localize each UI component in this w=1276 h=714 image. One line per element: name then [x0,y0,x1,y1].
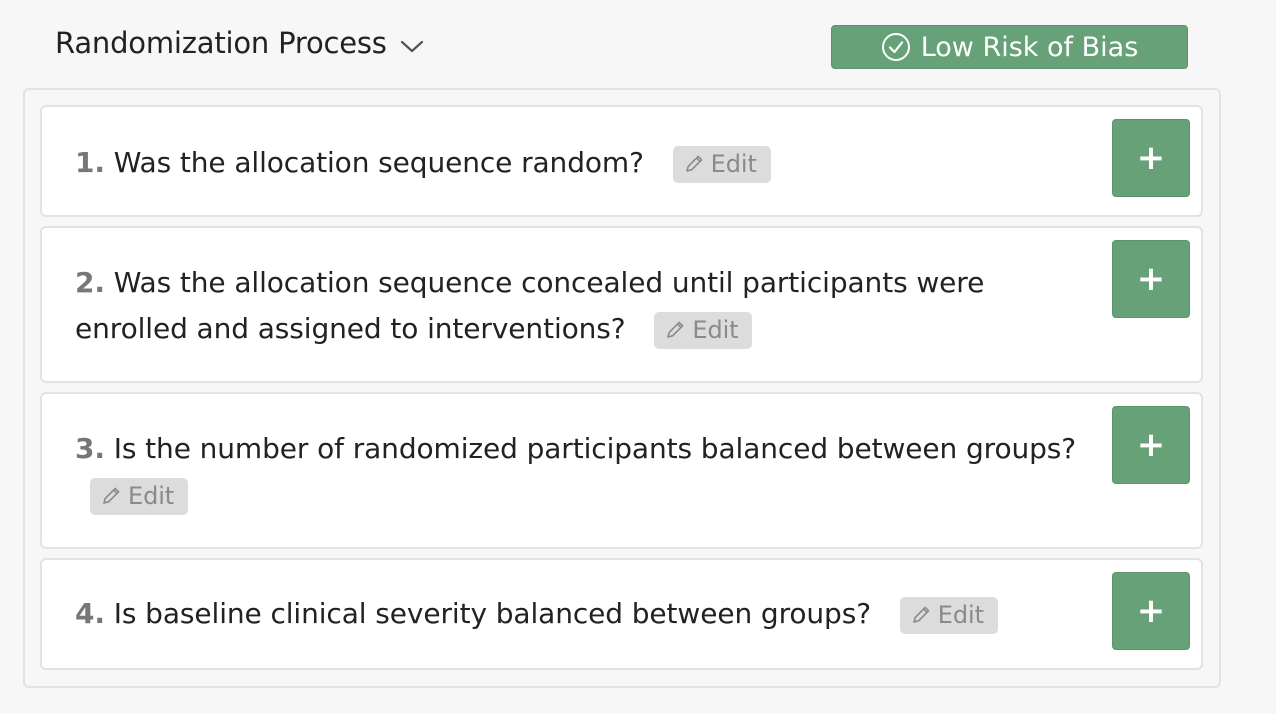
pencil-icon [103,487,120,504]
question-card-4: 4. Is baseline clinical severity balance… [40,558,1203,670]
badge-label: Low Risk of Bias [920,31,1139,63]
question-label: Is baseline clinical severity balanced b… [113,597,871,630]
plus-icon: + [1136,259,1166,299]
question-label-line2: enrolled and assigned to interventions? [75,312,626,345]
question-text-4: 4. Is baseline clinical severity balance… [75,591,998,637]
question-card-1: 1. Was the allocation sequence random? E… [40,105,1203,217]
section-title-toggle[interactable]: Randomization Process [55,26,425,60]
question-card-2: 2. Was the allocation sequence concealed… [40,226,1203,383]
question-text-1: 1. Was the allocation sequence random? E… [75,140,771,186]
add-answer-button-3[interactable]: + [1112,406,1190,484]
pencil-icon [685,155,703,172]
question-number: 4. [75,597,105,630]
edit-label: Edit [128,481,175,510]
plus-icon: + [1136,425,1166,465]
edit-button-1[interactable]: Edit [672,145,771,183]
edit-button-2[interactable]: Edit [654,311,753,349]
chevron-down-icon [400,40,423,53]
pencil-icon [667,321,684,338]
pencil-icon [912,606,930,623]
edit-button-3[interactable]: Edit [90,477,189,515]
check-circle-icon [881,33,910,61]
section-title: Randomization Process [55,26,387,60]
question-text-3: 3. Is the number of randomized participa… [75,426,1076,518]
add-answer-button-2[interactable]: + [1112,240,1190,318]
question-number: 3. [75,432,105,465]
question-label: Is the number of randomized participants… [113,432,1077,465]
edit-label: Edit [937,600,984,629]
plus-icon: + [1136,138,1166,178]
edit-label: Edit [692,315,739,344]
question-label: Was the allocation sequence random? [113,146,644,179]
section-header: Randomization Process Low Risk of Bias [0,0,1276,88]
edit-label: Edit [710,149,757,178]
risk-of-bias-badge[interactable]: Low Risk of Bias [831,25,1188,69]
plus-icon: + [1136,591,1166,631]
question-card-3: 3. Is the number of randomized participa… [40,392,1203,549]
add-answer-button-4[interactable]: + [1112,572,1190,650]
question-number: 1. [75,146,105,179]
question-text-2: 2. Was the allocation sequence concealed… [75,260,984,352]
question-number: 2. [75,266,105,299]
add-answer-button-1[interactable]: + [1112,119,1190,197]
question-label-line1: Was the allocation sequence concealed un… [113,266,985,299]
edit-button-4[interactable]: Edit [899,596,998,634]
